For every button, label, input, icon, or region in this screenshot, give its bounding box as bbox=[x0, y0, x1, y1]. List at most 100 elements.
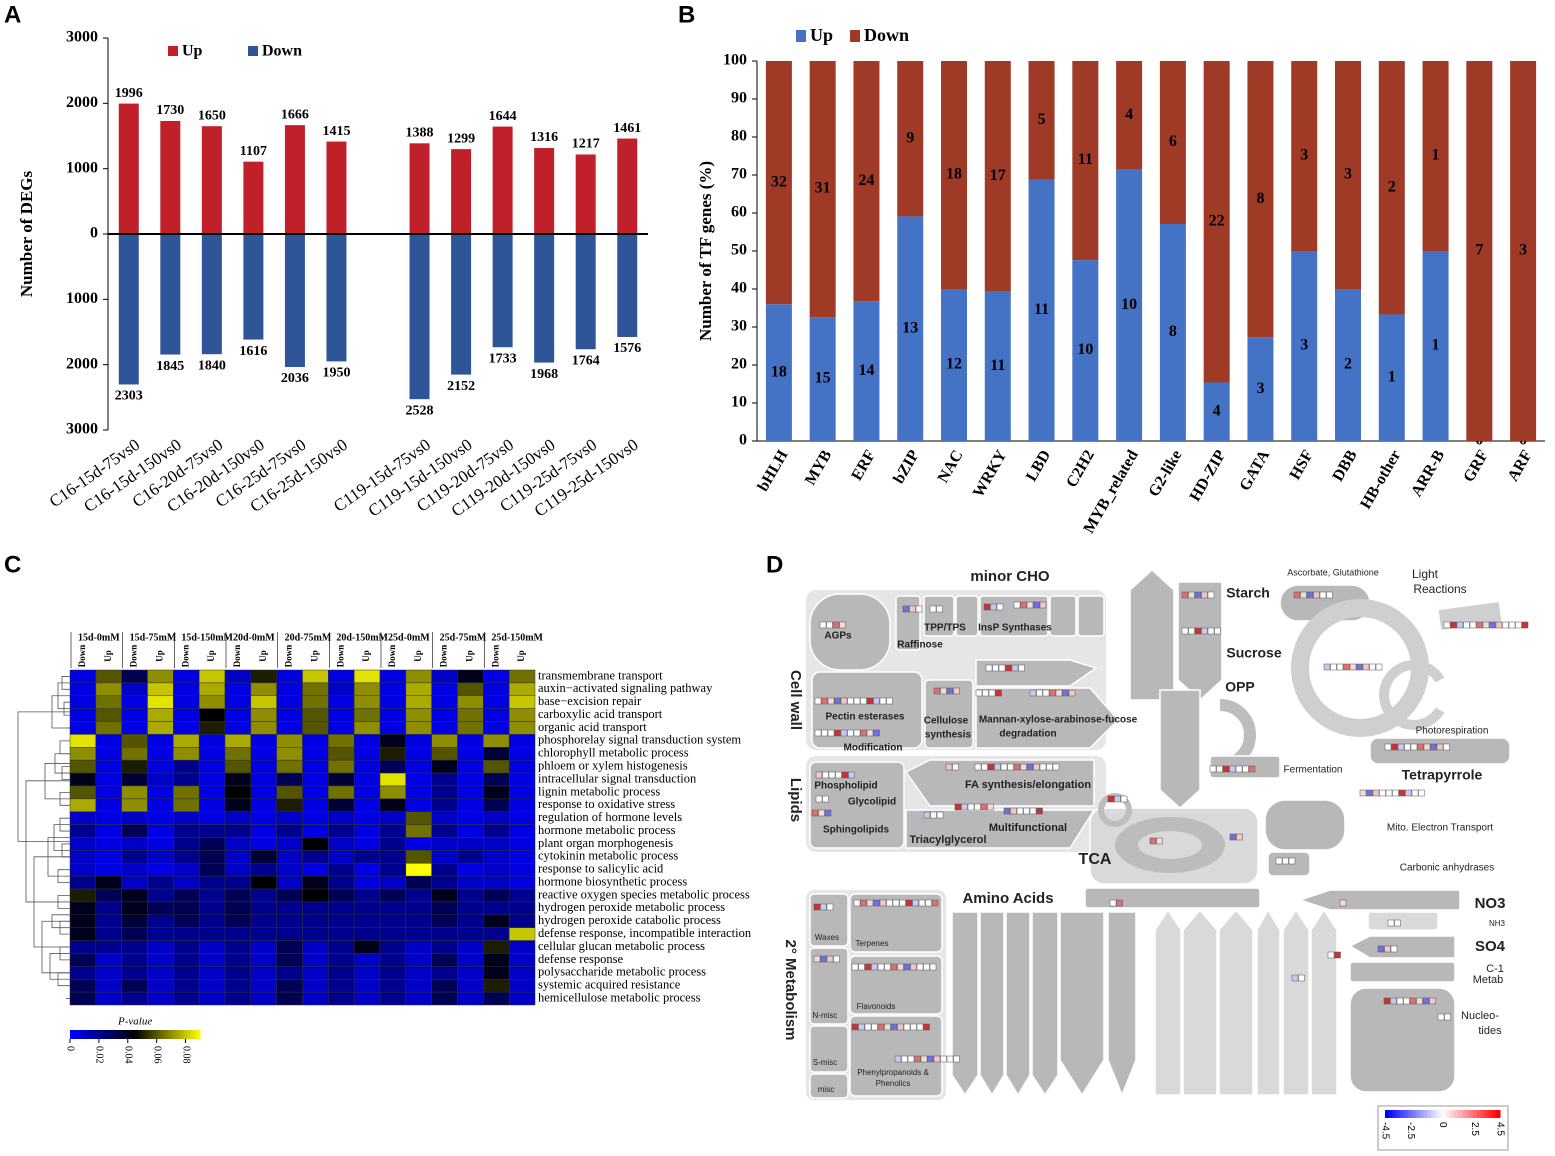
heatmap-cell bbox=[328, 798, 355, 812]
bar bbox=[409, 234, 430, 400]
heatmap-cell bbox=[147, 708, 174, 722]
bar-segment bbox=[1116, 61, 1143, 170]
heatmap-cell bbox=[328, 966, 355, 980]
heatmap-cell bbox=[379, 888, 407, 903]
heatmap-cell bbox=[173, 978, 200, 993]
heatmap-cell bbox=[379, 682, 407, 697]
gene-square bbox=[1023, 807, 1030, 815]
pathway-label: tides bbox=[1478, 1025, 1502, 1037]
gene-square bbox=[1476, 621, 1483, 629]
heatmap-cell bbox=[405, 966, 432, 980]
bar bbox=[118, 234, 139, 385]
heatmap-cell bbox=[483, 927, 510, 941]
heatmap-cell bbox=[147, 966, 174, 980]
gene-square bbox=[927, 1055, 934, 1063]
colorbar-step bbox=[115, 1030, 120, 1039]
heatmap-cell bbox=[353, 811, 381, 825]
heatmap-cell bbox=[353, 991, 381, 1006]
heatmap-cell bbox=[95, 824, 122, 838]
pathway-label: Phenylpropanoids & bbox=[857, 1068, 929, 1077]
column-group-label: 20d-150mM bbox=[336, 632, 388, 643]
row-label: response to salicylic acid bbox=[538, 862, 664, 876]
gene-square bbox=[975, 689, 983, 697]
legend-swatch bbox=[850, 30, 860, 42]
heatmap-cell bbox=[95, 850, 122, 864]
heatmap-cell bbox=[457, 901, 484, 916]
heatmap-cell bbox=[69, 837, 97, 851]
colorbar-step bbox=[148, 1030, 152, 1039]
scale-step bbox=[1438, 1110, 1443, 1118]
gene-square bbox=[1423, 743, 1431, 751]
count-label: 17 bbox=[990, 167, 1006, 184]
scale-step bbox=[1446, 1110, 1451, 1118]
data-label: 1950 bbox=[322, 366, 350, 381]
heatmap-cell bbox=[276, 875, 303, 890]
gene-square bbox=[1508, 621, 1516, 629]
column-label: Up bbox=[206, 650, 216, 662]
heatmap-cell bbox=[173, 953, 200, 967]
heatmap-cell bbox=[353, 927, 381, 941]
scale-step bbox=[1392, 1110, 1397, 1118]
heatmap-cell bbox=[276, 966, 303, 980]
panel-b: B Number of TF genes (%) 0 10 20 30 40 50 60 70 80… bbox=[678, 1, 1545, 536]
heatmap-cell bbox=[431, 940, 458, 954]
bar-segment bbox=[1203, 382, 1230, 441]
gene-square bbox=[923, 1023, 930, 1031]
gene-square bbox=[1502, 621, 1509, 629]
row-label: defense response, incompatible interacti… bbox=[538, 926, 752, 940]
colorbar-step bbox=[112, 1030, 116, 1039]
heatmap-cell bbox=[508, 863, 536, 877]
gene-square bbox=[910, 1023, 917, 1031]
heatmap-cell bbox=[379, 772, 407, 787]
heatmap-cell bbox=[198, 888, 226, 903]
heatmap-cell bbox=[198, 966, 226, 980]
heatmap-cell bbox=[173, 914, 200, 928]
gene-square bbox=[918, 899, 926, 907]
heatmap-cell bbox=[483, 850, 510, 864]
gene-square bbox=[1000, 763, 1008, 771]
heatmap-cell bbox=[147, 940, 174, 954]
data-label: 1733 bbox=[489, 351, 517, 366]
heatmap-cell bbox=[508, 811, 536, 825]
data-label: 1968 bbox=[530, 367, 558, 382]
pathway-label: OPP bbox=[1225, 679, 1255, 695]
gene-square bbox=[1207, 627, 1215, 635]
heatmap-cell bbox=[121, 811, 148, 825]
bar bbox=[201, 126, 222, 234]
heatmap-cell bbox=[198, 785, 226, 800]
heatmap-cell bbox=[121, 978, 148, 993]
count-label: 1 bbox=[1388, 368, 1396, 385]
heatmap-cell bbox=[405, 991, 432, 1006]
heatmap-cell bbox=[224, 811, 252, 825]
bar-segment bbox=[1422, 61, 1449, 251]
count-label: 9 bbox=[906, 129, 914, 146]
heatmap-cell bbox=[224, 837, 252, 851]
gene-square bbox=[1242, 765, 1249, 773]
heatmap-cell bbox=[508, 824, 536, 838]
heatmap-cell bbox=[353, 837, 381, 851]
data-label: 1576 bbox=[613, 341, 641, 356]
gene-square bbox=[1003, 807, 1011, 815]
heatmap-cell bbox=[302, 669, 329, 684]
gene-square bbox=[873, 899, 880, 907]
heatmap-cell bbox=[431, 863, 458, 877]
bar-segment bbox=[1028, 179, 1055, 441]
scale-step bbox=[1415, 1110, 1420, 1118]
heatmap-cell bbox=[353, 953, 381, 967]
heatmap-cell bbox=[173, 798, 200, 812]
heatmap-cell bbox=[405, 863, 432, 877]
y-tick-label: 2000 bbox=[66, 355, 98, 372]
heatmap-cell bbox=[69, 734, 97, 748]
gene-square bbox=[879, 697, 887, 705]
heatmap-cell bbox=[147, 850, 174, 864]
heatmap-cell bbox=[405, 669, 432, 684]
gene-square bbox=[1343, 663, 1350, 671]
gene-square bbox=[1107, 795, 1115, 803]
colorbar-step bbox=[92, 1030, 97, 1039]
column-label: Down bbox=[180, 645, 190, 668]
heatmap-cell bbox=[173, 837, 200, 851]
heatmap-cell bbox=[121, 824, 148, 838]
data-label: 1650 bbox=[198, 108, 226, 123]
pathway-label: Glycolipid bbox=[848, 797, 896, 808]
column-group-label: 25d-150mM bbox=[491, 632, 543, 643]
